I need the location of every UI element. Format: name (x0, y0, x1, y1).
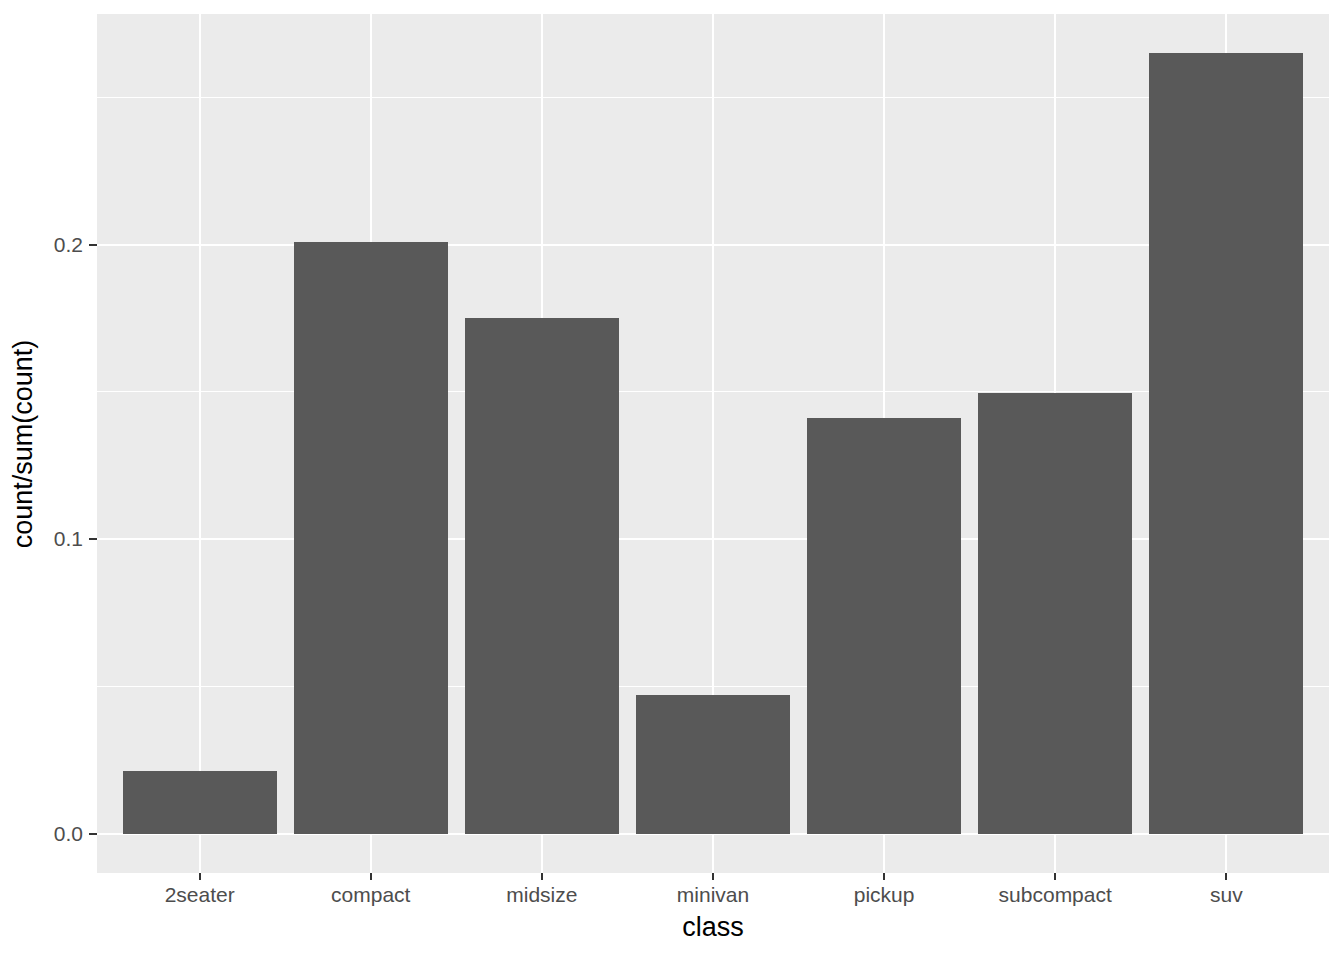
plot-panel (97, 14, 1329, 873)
x-axis-title: class (97, 911, 1329, 943)
x-tick-label-subcompact: subcompact (955, 882, 1155, 908)
bar-pickup (807, 418, 961, 834)
y-tick-mark (89, 244, 97, 246)
x-tick-mark (370, 873, 372, 880)
y-tick-label: 0.2 (13, 232, 83, 258)
x-tick-mark (1054, 873, 1056, 880)
y-tick-mark (89, 833, 97, 835)
x-tick-mark (541, 873, 543, 880)
x-tick-label-compact: compact (271, 882, 471, 908)
x-tick-label-suv: suv (1126, 882, 1326, 908)
x-tick-label-pickup: pickup (784, 882, 984, 908)
gridline-major-vertical (199, 14, 201, 873)
y-tick-label: 0.1 (13, 526, 83, 552)
bar-subcompact (978, 393, 1132, 834)
y-tick-label: 0.0 (13, 821, 83, 847)
y-axis-title: count/sum(count) (7, 14, 39, 874)
bar-chart-figure: count/sum(count) 0.0 0.1 0.2 2seatercompac… (0, 0, 1344, 960)
bar-2seater (123, 771, 277, 834)
x-tick-mark (883, 873, 885, 880)
x-tick-mark (199, 873, 201, 880)
bar-compact (294, 242, 448, 834)
bar-minivan (636, 695, 790, 834)
x-tick-mark (1225, 873, 1227, 880)
bar-suv (1149, 53, 1303, 834)
y-tick-mark (89, 538, 97, 540)
x-tick-label-minivan: minivan (613, 882, 813, 908)
bar-midsize (465, 318, 619, 834)
x-tick-label-2seater: 2seater (100, 882, 300, 908)
x-tick-mark (712, 873, 714, 880)
x-tick-label-midsize: midsize (442, 882, 642, 908)
